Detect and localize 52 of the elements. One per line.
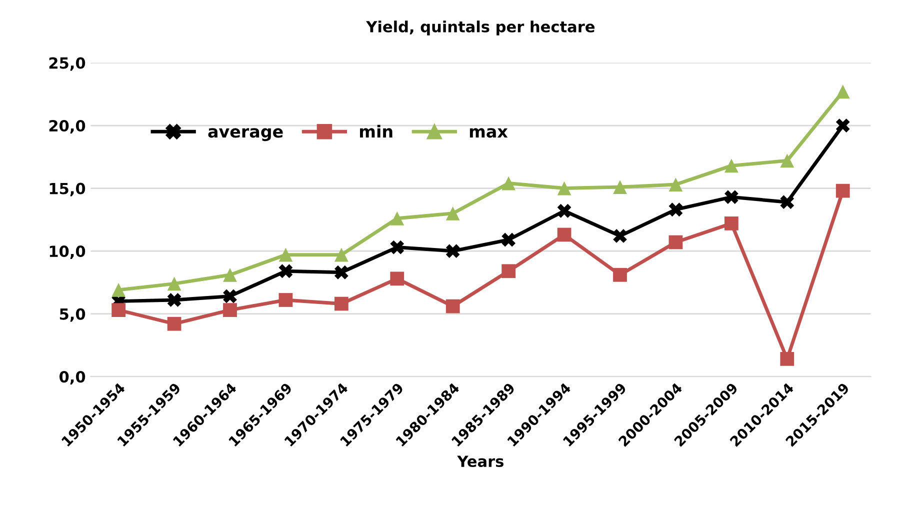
point	[446, 299, 460, 314]
point	[557, 228, 572, 242]
legend-label: average	[208, 128, 283, 142]
point	[502, 232, 516, 247]
point	[780, 195, 794, 210]
point	[668, 202, 683, 217]
point	[223, 268, 237, 282]
point	[557, 181, 572, 196]
point	[836, 118, 850, 132]
point	[446, 244, 460, 258]
point	[668, 178, 683, 192]
point	[167, 293, 182, 307]
point	[334, 296, 348, 311]
point	[334, 265, 348, 280]
point	[278, 264, 293, 278]
point	[278, 293, 293, 307]
point	[112, 283, 126, 297]
point	[836, 84, 850, 99]
chart-title: Yield, quintals per hectare	[366, 20, 595, 36]
y-tick-label: 25,0	[49, 57, 86, 71]
point	[724, 158, 738, 173]
point	[278, 248, 293, 262]
y-tick-label: 5,0	[60, 308, 86, 322]
point	[780, 352, 794, 366]
point	[167, 316, 182, 331]
point	[613, 229, 627, 243]
point	[724, 216, 738, 230]
point	[780, 154, 794, 168]
point	[557, 204, 572, 218]
point	[446, 206, 460, 220]
point	[836, 184, 850, 198]
y-tick-label: 10,0	[50, 246, 86, 260]
point	[724, 190, 738, 204]
point	[390, 240, 404, 254]
legend-label: max	[470, 128, 508, 138]
point	[334, 248, 348, 262]
point	[167, 276, 182, 291]
point	[112, 303, 126, 317]
point	[390, 272, 404, 286]
point	[502, 176, 516, 190]
point	[613, 268, 627, 282]
y-tick-label: 0,0	[60, 371, 86, 385]
y-tick-label: 15,0	[50, 182, 86, 196]
point	[223, 303, 237, 317]
point	[668, 235, 683, 250]
legend-label: min	[360, 124, 392, 138]
point	[390, 211, 404, 226]
point	[223, 289, 237, 304]
point	[613, 180, 627, 194]
y-tick-label: 20,0	[49, 120, 86, 134]
x-axis-title: Years	[457, 456, 504, 468]
point	[502, 264, 516, 278]
